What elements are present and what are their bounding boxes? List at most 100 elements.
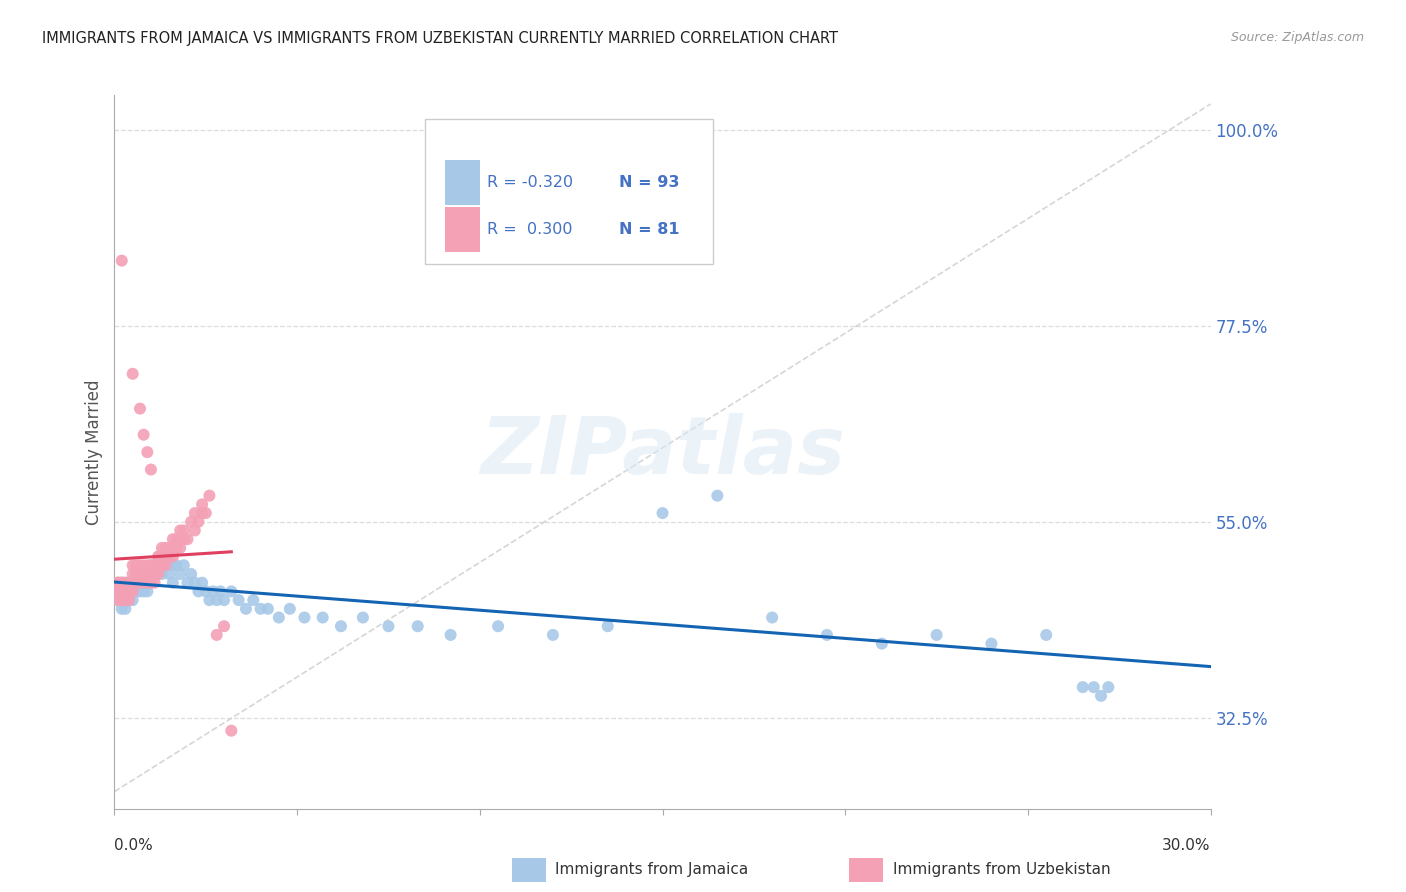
Point (312, 610, 335, 624)
Point (596, 619, 619, 633)
Point (148, 558, 170, 573)
Point (157, 541, 180, 555)
Point (125, 558, 148, 573)
Point (162, 541, 184, 555)
Point (330, 619, 353, 633)
Point (191, 506, 214, 520)
Point (1035, 628, 1057, 642)
Point (155, 558, 177, 573)
Point (439, 628, 461, 642)
Point (118, 575, 141, 590)
Point (143, 566, 166, 581)
Text: Source: ZipAtlas.com: Source: ZipAtlas.com (1230, 31, 1364, 45)
Point (125, 575, 148, 590)
Point (111, 593, 134, 607)
Point (162, 558, 184, 573)
Point (870, 637, 893, 651)
Point (191, 575, 214, 590)
Point (121, 584, 143, 599)
Point (191, 497, 214, 511)
Point (125, 566, 148, 581)
Point (121, 584, 143, 599)
Point (114, 575, 136, 590)
Point (148, 566, 170, 581)
Point (136, 566, 159, 581)
Point (194, 506, 217, 520)
Point (209, 584, 232, 599)
Point (132, 575, 155, 590)
Point (121, 593, 143, 607)
Point (1083, 680, 1105, 694)
Point (121, 575, 143, 590)
Point (166, 532, 188, 546)
Point (107, 575, 129, 590)
Point (166, 558, 188, 573)
Point (176, 575, 198, 590)
Point (162, 575, 184, 590)
Point (107, 593, 129, 607)
Point (173, 532, 195, 546)
Point (136, 575, 159, 590)
Point (114, 584, 136, 599)
Point (125, 566, 148, 581)
Point (111, 584, 134, 599)
Point (257, 602, 280, 616)
Point (125, 566, 148, 581)
Point (1097, 680, 1119, 694)
Point (162, 532, 184, 546)
Point (129, 566, 152, 581)
Point (242, 593, 264, 607)
Point (157, 566, 180, 581)
Point (118, 575, 141, 590)
Point (150, 549, 173, 564)
Point (155, 549, 177, 564)
Point (706, 489, 728, 503)
Point (267, 610, 290, 624)
Point (194, 584, 217, 599)
Point (162, 549, 184, 564)
Point (205, 628, 228, 642)
Point (157, 549, 180, 564)
Point (121, 566, 143, 581)
Point (155, 541, 177, 555)
Point (155, 558, 177, 573)
Point (139, 575, 162, 590)
Point (129, 575, 152, 590)
Point (129, 558, 152, 573)
Point (136, 566, 159, 581)
Point (157, 549, 180, 564)
Point (143, 566, 166, 581)
Point (221, 584, 243, 599)
Point (173, 558, 195, 573)
Point (377, 619, 399, 633)
Point (114, 575, 136, 590)
Point (278, 602, 301, 616)
Text: R =  0.300: R = 0.300 (486, 222, 572, 237)
Text: R = -0.320: R = -0.320 (486, 175, 574, 190)
Point (118, 593, 141, 607)
Point (114, 584, 136, 599)
Point (111, 253, 134, 268)
Point (132, 575, 155, 590)
Point (125, 575, 148, 590)
Point (249, 602, 271, 616)
Point (198, 593, 221, 607)
Point (651, 506, 673, 520)
Point (176, 532, 198, 546)
Point (148, 549, 170, 564)
Point (121, 575, 143, 590)
Point (198, 489, 221, 503)
Point (212, 593, 235, 607)
Point (129, 566, 152, 581)
Point (139, 575, 162, 590)
Point (925, 628, 948, 642)
Point (815, 628, 838, 642)
Point (148, 558, 170, 573)
Point (212, 619, 235, 633)
Point (166, 541, 188, 555)
Point (114, 584, 136, 599)
Text: Immigrants from Jamaica: Immigrants from Jamaica (555, 863, 748, 877)
Point (111, 584, 134, 599)
Point (150, 558, 173, 573)
Text: ZIPatlas: ZIPatlas (479, 413, 845, 491)
